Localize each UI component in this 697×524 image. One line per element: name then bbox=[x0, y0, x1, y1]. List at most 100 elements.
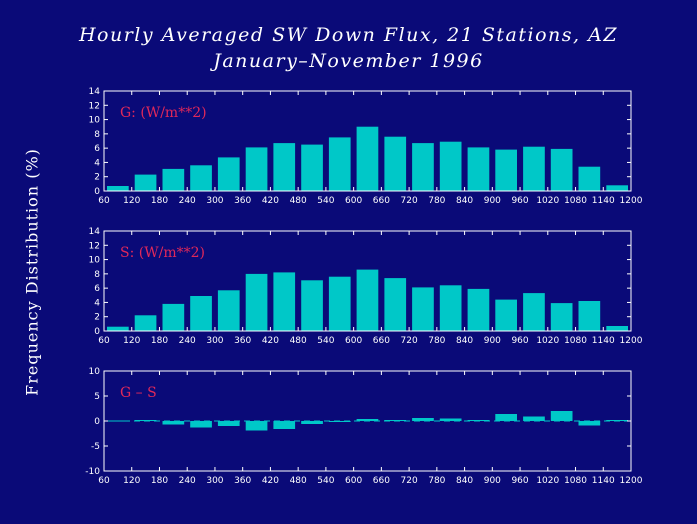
bar-240 bbox=[190, 421, 212, 428]
x-tick-label: 240 bbox=[179, 336, 196, 346]
y-tick-label: 10 bbox=[89, 256, 101, 266]
bar-180 bbox=[162, 303, 185, 331]
bar-1020 bbox=[550, 411, 573, 421]
x-tick-label: 720 bbox=[401, 476, 418, 486]
bar-840 bbox=[467, 288, 490, 331]
bar-480 bbox=[301, 421, 323, 424]
x-tick-label: 60 bbox=[98, 196, 110, 206]
x-tick-label: 420 bbox=[262, 476, 279, 486]
x-tick-label: 720 bbox=[401, 336, 418, 346]
chart-title-line-2: January–November 1996 bbox=[213, 50, 484, 72]
y-tick-label: 4 bbox=[94, 158, 100, 168]
bar-120 bbox=[134, 174, 157, 191]
x-tick-label: 540 bbox=[317, 196, 334, 206]
y-tick-label: 0 bbox=[94, 187, 100, 197]
bar-360 bbox=[245, 421, 268, 431]
axes-frame bbox=[103, 90, 632, 192]
y-tick-label: 0 bbox=[94, 417, 100, 427]
bar-420 bbox=[273, 143, 296, 191]
x-tick-label: 840 bbox=[456, 336, 473, 346]
y-tick-label: 14 bbox=[89, 87, 101, 97]
x-tick-label: 120 bbox=[123, 476, 140, 486]
bar-900 bbox=[495, 414, 517, 421]
x-tick-label: 960 bbox=[511, 336, 528, 346]
x-tick-label: 660 bbox=[373, 336, 390, 346]
y-tick-label: 5 bbox=[94, 392, 100, 402]
axes-frame bbox=[103, 230, 632, 332]
x-tick-label: 420 bbox=[262, 196, 279, 206]
bar-720 bbox=[412, 287, 434, 331]
y-tick-label: 4 bbox=[94, 298, 100, 308]
panel-g: 0 2 4 6 8 10 12 14 60 120 180 240 300 360 420 480 540 600… bbox=[89, 87, 643, 206]
bar-480 bbox=[301, 144, 323, 191]
bar-720 bbox=[412, 418, 434, 421]
y-tick-label: 12 bbox=[89, 101, 100, 111]
bar-720 bbox=[412, 143, 434, 191]
x-tick-label: 540 bbox=[317, 476, 334, 486]
bar-300 bbox=[217, 290, 240, 331]
x-tick-label: 180 bbox=[151, 196, 168, 206]
x-tick-label: 780 bbox=[428, 196, 445, 206]
bar-1140 bbox=[606, 326, 628, 331]
x-tick-label: 1140 bbox=[592, 476, 615, 486]
y-tick-label: -10 bbox=[85, 467, 100, 477]
bar-1020 bbox=[550, 148, 573, 191]
x-tick-label: 780 bbox=[428, 476, 445, 486]
x-tick-label: 1080 bbox=[564, 336, 587, 346]
x-tick-label: 240 bbox=[179, 476, 196, 486]
x-tick-label: 1200 bbox=[620, 476, 643, 486]
x-tick-label: 600 bbox=[345, 196, 362, 206]
bar-480 bbox=[301, 280, 323, 331]
bar-1080 bbox=[578, 421, 601, 426]
x-tick-label: 780 bbox=[428, 336, 445, 346]
x-tick-label: 840 bbox=[456, 196, 473, 206]
bar-960 bbox=[523, 416, 545, 421]
panel-label: G – S bbox=[120, 385, 157, 401]
x-tick-label: 1200 bbox=[620, 336, 643, 346]
bar-300 bbox=[217, 421, 240, 426]
bar-840 bbox=[467, 147, 490, 191]
x-tick-label: 1140 bbox=[592, 196, 615, 206]
x-tick-label: 480 bbox=[290, 336, 307, 346]
x-tick-label: 300 bbox=[206, 476, 223, 486]
x-tick-label: 180 bbox=[151, 336, 168, 346]
bar-240 bbox=[190, 165, 212, 191]
x-tick-label: 960 bbox=[511, 476, 528, 486]
chart-title-line-1: Hourly Averaged SW Down Flux, 21 Station… bbox=[78, 24, 619, 46]
bar-1140 bbox=[606, 185, 628, 191]
bar-300 bbox=[217, 157, 240, 191]
bar-600 bbox=[356, 419, 379, 421]
bar-240 bbox=[190, 296, 212, 331]
bar-1080 bbox=[578, 301, 601, 331]
x-tick-label: 1020 bbox=[536, 196, 559, 206]
y-tick-label: 6 bbox=[94, 144, 100, 154]
bar-900 bbox=[495, 299, 517, 331]
bar-540 bbox=[328, 137, 351, 191]
bar-180 bbox=[162, 168, 185, 191]
bar-1080 bbox=[578, 166, 601, 191]
bar-600 bbox=[356, 269, 379, 331]
panel-label: G: (W/m**2) bbox=[120, 105, 207, 121]
x-tick-label: 900 bbox=[484, 336, 501, 346]
x-tick-label: 720 bbox=[401, 196, 418, 206]
x-tick-label: 240 bbox=[179, 196, 196, 206]
bar-900 bbox=[495, 149, 517, 191]
y-tick-label: 8 bbox=[94, 270, 100, 280]
bar-540 bbox=[328, 276, 351, 331]
x-tick-label: 360 bbox=[234, 476, 251, 486]
bar-600 bbox=[356, 126, 379, 191]
x-tick-label: 660 bbox=[373, 476, 390, 486]
y-tick-label: 10 bbox=[89, 116, 101, 126]
x-tick-label: 360 bbox=[234, 336, 251, 346]
x-tick-label: 120 bbox=[123, 336, 140, 346]
bar-660 bbox=[384, 136, 407, 191]
x-tick-label: 900 bbox=[484, 476, 501, 486]
bar-1020 bbox=[550, 303, 573, 331]
y-tick-label: 8 bbox=[94, 130, 100, 140]
x-tick-label: 360 bbox=[234, 196, 251, 206]
x-tick-label: 480 bbox=[290, 196, 307, 206]
x-tick-label: 1200 bbox=[620, 196, 643, 206]
x-tick-label: 1020 bbox=[536, 336, 559, 346]
